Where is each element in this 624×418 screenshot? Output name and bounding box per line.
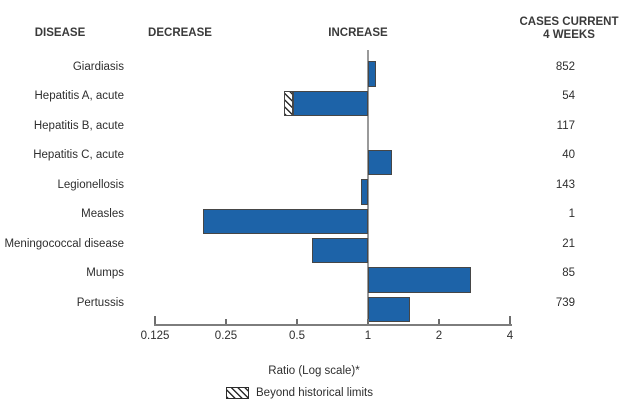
x-axis-tick-0.125 bbox=[154, 316, 156, 324]
ratio-bar-meningococcal-disease bbox=[312, 237, 368, 264]
cases-value-legionellosis: 143 bbox=[555, 178, 575, 191]
ratio-bar-legionellosis bbox=[360, 179, 368, 205]
x-axis-tick-2 bbox=[438, 319, 440, 324]
disease-label-mumps: Mumps bbox=[86, 267, 124, 280]
disease-label-hepatitis-c-acute: Hepatitis C, acute bbox=[33, 149, 124, 162]
x-axis-tick-label-0.25: 0.25 bbox=[214, 330, 238, 342]
ratio-bar-hepatitis-a-acute bbox=[292, 90, 368, 117]
beyond-limit-bar-segment-hepatitis-a-acute bbox=[283, 90, 293, 117]
cases-value-hepatitis-b-acute: 117 bbox=[556, 119, 575, 132]
x-axis-tick-label-0.5: 0.5 bbox=[289, 330, 305, 342]
column-header-increase: INCREASE bbox=[328, 27, 388, 39]
ratio-bar-giardiasis bbox=[368, 61, 376, 87]
column-header-cases: CASES CURRENT 4 WEEKS bbox=[519, 16, 618, 41]
disease-label-giardiasis: Giardiasis bbox=[72, 61, 124, 73]
disease-label-measles: Measles bbox=[81, 208, 124, 221]
x-axis-tick-1 bbox=[367, 319, 369, 324]
disease-label-legionellosis: Legionellosis bbox=[57, 178, 125, 191]
disease-label-pertussis: Pertussis bbox=[76, 296, 124, 309]
x-axis-tick-0.5 bbox=[296, 319, 298, 324]
x-axis-label: Ratio (Log scale)* bbox=[268, 365, 360, 377]
cases-value-giardiasis: 852 bbox=[555, 61, 575, 73]
column-header-cases-line1: CASES CURRENT bbox=[519, 16, 619, 28]
disease-label-hepatitis-a-acute: Hepatitis A, acute bbox=[34, 90, 125, 103]
ratio-bar-measles bbox=[203, 208, 368, 234]
column-header-disease: DISEASE bbox=[34, 27, 86, 39]
ratio-1-reference-line bbox=[367, 50, 369, 326]
cases-value-measles: 1 bbox=[568, 208, 575, 221]
x-axis-tick-4 bbox=[509, 316, 511, 324]
column-header-decrease: DECREASE bbox=[148, 27, 212, 39]
ratio-bar-hepatitis-c-acute bbox=[368, 149, 392, 176]
cases-value-hepatitis-c-acute: 40 bbox=[562, 149, 575, 162]
legend-label: Beyond historical limits bbox=[256, 387, 373, 399]
beyond-limits-hatch-swatch bbox=[226, 387, 249, 399]
cases-value-pertussis: 739 bbox=[555, 296, 575, 309]
x-axis-line bbox=[154, 324, 512, 326]
x-axis-tick-label-1: 1 bbox=[364, 330, 372, 342]
x-axis-tick-label-2: 2 bbox=[435, 330, 443, 342]
disease-label-meningococcal-disease: Meningococcal disease bbox=[4, 237, 124, 250]
ratio-bar-mumps bbox=[368, 267, 471, 293]
x-axis-tick-0.25 bbox=[225, 319, 227, 324]
disease-label-hepatitis-b-acute: Hepatitis B, acute bbox=[33, 119, 124, 132]
column-header-cases-line2: 4 WEEKS bbox=[543, 28, 595, 41]
x-axis-tick-label-0.125: 0.125 bbox=[140, 330, 170, 342]
ratio-bar-pertussis bbox=[368, 296, 411, 323]
x-axis-tick-label-4: 4 bbox=[506, 330, 514, 342]
cases-value-mumps: 85 bbox=[562, 267, 575, 280]
cases-value-hepatitis-a-acute: 54 bbox=[562, 90, 575, 103]
cases-value-meningococcal-disease: 21 bbox=[562, 237, 575, 250]
